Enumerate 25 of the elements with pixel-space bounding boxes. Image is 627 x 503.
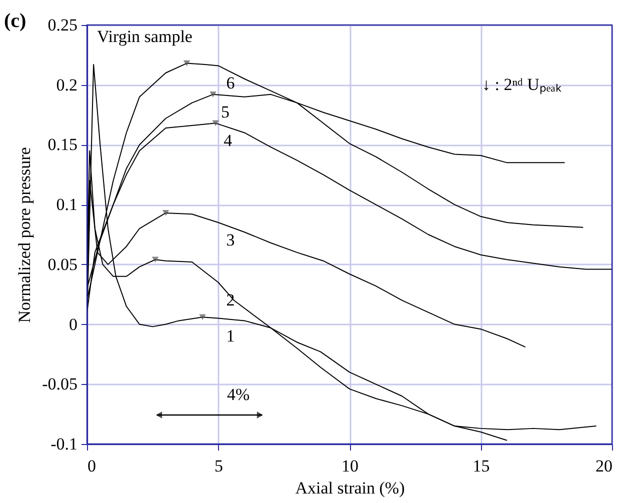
series-label: 1 [226, 326, 235, 346]
annotation: ↓ : 2ⁿᵈ Uₚₑₐₖ [482, 75, 562, 95]
y-tick-label: 0.1 [56, 195, 78, 214]
x-tick-label: 0 [88, 456, 96, 476]
x-tick-label: 10 [342, 456, 358, 476]
annotation: Virgin sample [97, 27, 192, 46]
y-tick-label: -0.05 [42, 374, 78, 394]
series-label: 4 [224, 131, 233, 150]
x-tick-label: 20 [596, 456, 612, 476]
y-tick-label: 0 [69, 314, 78, 334]
series-label: 2 [226, 290, 235, 310]
x-tick-label: 15 [472, 456, 490, 476]
series-label: 3 [226, 230, 235, 250]
annotation: 4% [227, 385, 250, 404]
y-tick-label: 0.05 [48, 254, 78, 274]
y-tick-label: -0.1 [50, 434, 78, 454]
y-axis-title: Normalized pore pressure [15, 147, 34, 323]
x-tick-label: 5 [214, 456, 223, 476]
x-axis-title: Axial strain (%) [295, 478, 405, 498]
text: (c) [4, 10, 26, 32]
y-tick-label: 0.15 [48, 135, 78, 154]
series-label: 5 [221, 102, 230, 122]
series-label: 6 [226, 74, 235, 93]
y-tick-label: 0.25 [48, 16, 78, 34]
y-tick-label: 0.2 [56, 75, 78, 94]
